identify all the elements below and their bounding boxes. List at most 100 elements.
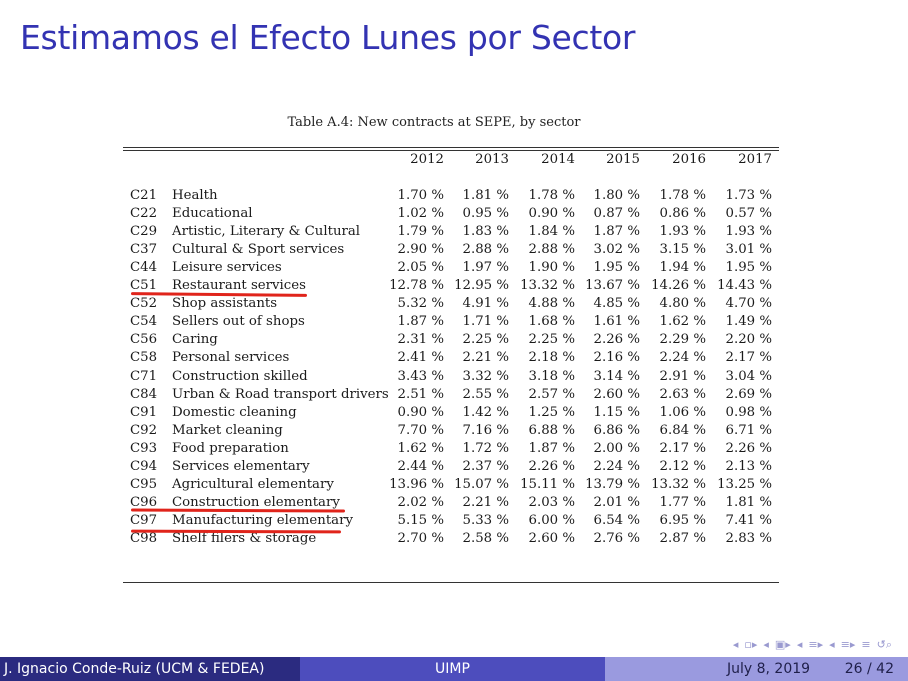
share-value: 12.78 % [389, 278, 444, 293]
next-section-icon[interactable]: ≡▸ [808, 638, 824, 651]
beamer-navigation: ◂ ▫▸ ◂ ▣▸ ◂ ≡▸ ◂ ≡▸ ≡ ↺⌕ [733, 638, 892, 652]
table-row: C29 Artistic, Literary & Cultural 1.79 % 1.… [0, 223, 908, 241]
share-value: 2.87 % [659, 531, 706, 546]
share-value: 2.31 % [397, 332, 444, 347]
share-value: 6.71 % [725, 423, 772, 438]
share-value: 2.21 % [462, 350, 509, 365]
search-icon[interactable]: ↺⌕ [876, 638, 892, 651]
sector-name: Manufacturing elementary [172, 513, 353, 528]
share-value: 2.13 % [725, 459, 772, 474]
table-row: C95 Agricultural elementary 13.96 % 15.07 %… [0, 476, 908, 494]
share-value: 3.01 % [725, 242, 772, 257]
sector-name: Health [172, 188, 218, 203]
sector-code: C93 [130, 441, 158, 456]
share-value: 1.02 % [397, 206, 444, 221]
share-value: 1.79 % [397, 224, 444, 239]
share-value: 0.98 % [725, 405, 772, 420]
sector-name: Market cleaning [172, 423, 283, 438]
share-value: 2.57 % [528, 387, 575, 402]
share-value: 1.95 % [593, 260, 640, 275]
share-value: 2.24 % [659, 350, 706, 365]
share-value: 2.29 % [659, 332, 706, 347]
table-caption: Table A.4: New contracts at SEPE, by sec… [287, 115, 581, 130]
share-value: 2.51 % [397, 387, 444, 402]
share-value: 2.21 % [462, 495, 509, 510]
sector-name: Personal services [172, 350, 290, 365]
share-value: 13.96 % [389, 477, 444, 492]
sector-name: Domestic cleaning [172, 405, 297, 420]
share-value: 1.62 % [397, 441, 444, 456]
share-value: 1.95 % [725, 260, 772, 275]
share-value: 1.93 % [725, 224, 772, 239]
sector-code: C98 [130, 531, 158, 546]
sector-name: Shop assistants [172, 296, 278, 311]
share-value: 1.25 % [528, 405, 575, 420]
share-value: 1.71 % [462, 314, 509, 329]
footer-institution: UIMP [300, 657, 605, 681]
share-value: 3.14 % [593, 369, 640, 384]
share-value: 1.06 % [659, 405, 706, 420]
sector-code: C22 [130, 206, 158, 221]
slide-title: Estimamos el Efecto Lunes por Sector [20, 18, 636, 57]
sector-code: C56 [130, 332, 158, 347]
table-row: C56 Caring 2.31 % 2.25 % 2.25 % 2.26 % 2.29 % 2… [0, 331, 908, 349]
prev-frame-icon[interactable]: ◂ [763, 638, 769, 651]
share-value: 6.54 % [593, 513, 640, 528]
share-value: 6.84 % [659, 423, 706, 438]
share-value: 0.57 % [725, 206, 772, 221]
share-value: 13.25 % [717, 477, 772, 492]
next-slide-icon[interactable]: ▫▸ [744, 638, 758, 651]
prev-subsection-icon[interactable]: ◂ [829, 638, 835, 651]
sector-code: C29 [130, 224, 158, 239]
share-value: 2.24 % [593, 459, 640, 474]
share-value: 4.80 % [659, 296, 706, 311]
share-value: 6.86 % [593, 423, 640, 438]
next-subsection-icon[interactable]: ≡▸ [840, 638, 856, 651]
share-value: 2.26 % [725, 441, 772, 456]
table-row: C21 Health 1.70 % 1.81 % 1.78 % 1.80 % 1.78 % 1… [0, 187, 908, 205]
share-value: 2.69 % [725, 387, 772, 402]
share-value: 2.44 % [397, 459, 444, 474]
table-row: C58 Personal services 2.41 % 2.21 % 2.18 % 2.… [0, 349, 908, 367]
share-value: 1.68 % [528, 314, 575, 329]
table-row: C96 Construction elementary 2.02 % 2.21 % 2.… [0, 494, 908, 512]
share-value: 2.91 % [659, 369, 706, 384]
prev-section-icon[interactable]: ◂ [796, 638, 803, 651]
share-value: 3.02 % [593, 242, 640, 257]
sector-name: Services elementary [172, 459, 310, 474]
align-icon[interactable]: ≡ [861, 638, 871, 651]
sector-code: C51 [130, 278, 158, 293]
share-value: 2.90 % [397, 242, 444, 257]
year-header: 2017 [738, 152, 772, 167]
share-value: 3.15 % [659, 242, 706, 257]
share-value: 2.63 % [659, 387, 706, 402]
sector-code: C54 [130, 314, 158, 329]
share-value: 2.55 % [462, 387, 509, 402]
table-top-rule [123, 147, 779, 149]
sector-code: C84 [130, 387, 158, 402]
share-value: 2.25 % [462, 332, 509, 347]
share-value: 2.00 % [593, 441, 640, 456]
share-value: 1.61 % [593, 314, 640, 329]
table-row: C94 Services elementary 2.44 % 2.37 % 2.26 %… [0, 458, 908, 476]
sector-code: C44 [130, 260, 158, 275]
share-value: 2.60 % [528, 531, 575, 546]
sector-name: Construction skilled [172, 369, 308, 384]
share-value: 2.01 % [593, 495, 640, 510]
share-value: 14.43 % [717, 278, 772, 293]
share-value: 15.07 % [454, 477, 509, 492]
share-value: 2.17 % [659, 441, 706, 456]
share-value: 1.62 % [659, 314, 706, 329]
sector-name: Restaurant services [172, 278, 306, 293]
share-value: 1.87 % [593, 224, 640, 239]
share-value: 1.83 % [462, 224, 509, 239]
sector-code: C96 [130, 495, 158, 510]
footer-page-number: 26 / 42 [844, 661, 894, 677]
share-value: 2.41 % [397, 350, 444, 365]
next-frame-icon[interactable]: ▣▸ [774, 638, 791, 651]
share-value: 1.93 % [659, 224, 706, 239]
footer-date: July 8, 2019 [727, 661, 811, 677]
share-value: 0.87 % [593, 206, 640, 221]
share-value: 1.87 % [528, 441, 575, 456]
prev-slide-icon[interactable]: ◂ [732, 638, 739, 651]
